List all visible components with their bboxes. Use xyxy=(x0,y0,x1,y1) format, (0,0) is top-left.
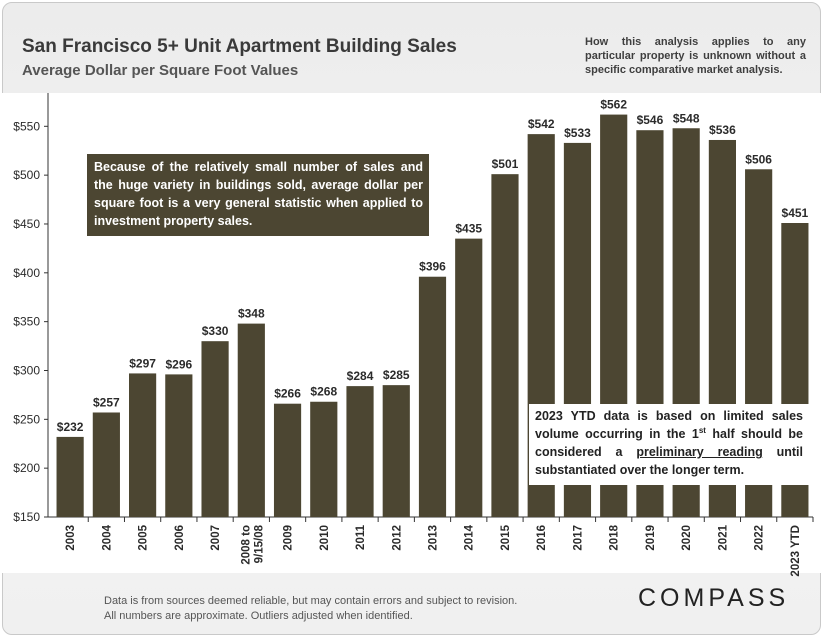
x-tick-label: 2009 xyxy=(283,525,295,551)
data-source-line-1: Data is from sources deemed reliable, bu… xyxy=(104,595,518,607)
bar-value-label: $296 xyxy=(165,357,192,371)
bar-value-label: $396 xyxy=(419,260,446,274)
x-tick-label: 2005 xyxy=(138,524,150,550)
x-tick-label: 2018 xyxy=(609,524,621,550)
x-tick-label: 2010 xyxy=(319,525,331,551)
x-tick-label: 2011 xyxy=(355,524,367,550)
bar-value-label: $435 xyxy=(455,222,482,236)
ytd-callout-superscript: st xyxy=(698,425,706,435)
bar-value-label: $562 xyxy=(600,98,627,112)
bar xyxy=(56,436,84,517)
bar xyxy=(491,174,519,518)
bar-value-label: $533 xyxy=(564,126,591,140)
bar-value-label: $257 xyxy=(93,395,120,409)
bar xyxy=(92,412,120,517)
ytd-callout-text-3: until substantiated over the longer term… xyxy=(535,445,804,477)
bar-value-label: $546 xyxy=(637,113,664,127)
statistic-callout: Because of the relatively small number o… xyxy=(87,154,429,236)
bar-value-label: $506 xyxy=(745,152,772,166)
bar-value-label: $268 xyxy=(310,385,337,399)
bar-value-label: $266 xyxy=(274,387,301,401)
x-tick-label: 2012 xyxy=(391,525,403,551)
ytd-callout-underlined: preliminary reading xyxy=(636,445,763,459)
bar xyxy=(129,373,157,517)
y-tick-label: $300 xyxy=(13,363,40,377)
x-tick-label: 2023 YTD xyxy=(790,525,802,577)
bar-value-label: $501 xyxy=(492,157,519,171)
x-tick-label: 2014 xyxy=(464,524,476,550)
x-tick-label: 2008 to9/15/08 xyxy=(240,524,265,564)
analysis-disclaimer: How this analysis applies to any particu… xyxy=(585,36,806,76)
x-tick-label: 2006 xyxy=(174,525,186,551)
x-tick-label: 2013 xyxy=(428,525,440,551)
ytd-callout-text-2: half should be considered a xyxy=(535,427,803,459)
x-tick-label: 2003 xyxy=(65,525,77,551)
x-tick-label: 2004 xyxy=(101,524,113,550)
bar-value-label: $297 xyxy=(129,356,156,370)
ytd-callout-text-1: 2023 YTD data is based on limited sales … xyxy=(535,409,803,441)
bar-value-label: $536 xyxy=(709,123,736,137)
y-tick-label: $450 xyxy=(13,217,40,231)
x-tick-label: 2021 xyxy=(717,524,729,550)
y-tick-label: $150 xyxy=(13,510,40,524)
chart-subtitle: Average Dollar per Square Foot Values xyxy=(22,62,299,79)
compass-logo: COMPASS xyxy=(638,584,790,612)
bar-value-label: $542 xyxy=(528,117,555,131)
x-tick-label: 2007 xyxy=(210,525,222,551)
bar-value-label: $284 xyxy=(347,369,374,383)
bar-value-label: $285 xyxy=(383,368,410,382)
bar xyxy=(201,341,229,517)
bar xyxy=(418,276,447,517)
y-tick-label: $400 xyxy=(13,266,40,280)
x-tick-label: 2019 xyxy=(645,525,657,551)
y-tick-label: $200 xyxy=(13,461,40,475)
bar xyxy=(237,323,265,517)
x-tick-label: 2020 xyxy=(681,525,693,551)
x-tick-label: 2017 xyxy=(572,525,584,551)
ytd-callout: 2023 YTD data is based on limited sales … xyxy=(529,404,809,485)
bar-value-label: $548 xyxy=(673,111,700,125)
bar xyxy=(273,403,302,517)
y-tick-label: $350 xyxy=(13,315,40,329)
bar-value-label: $451 xyxy=(782,206,809,220)
x-tick-label: 2022 xyxy=(754,525,766,551)
bar xyxy=(346,386,374,517)
y-tick-label: $250 xyxy=(13,412,40,426)
data-source-line-2: All numbers are approximate. Outliers ad… xyxy=(104,610,413,622)
bar xyxy=(455,238,483,517)
bar xyxy=(165,374,193,517)
data-source-note: Data is from sources deemed reliable, bu… xyxy=(104,594,517,624)
x-tick-label: 2016 xyxy=(536,525,548,551)
bar xyxy=(310,401,338,517)
x-tick-label: 2015 xyxy=(500,524,512,550)
bar xyxy=(382,385,410,517)
bar-value-label: $348 xyxy=(238,307,265,321)
y-tick-label: $500 xyxy=(13,168,40,182)
chart-title: San Francisco 5+ Unit Apartment Building… xyxy=(22,36,457,57)
bar-value-label: $330 xyxy=(202,324,229,338)
y-tick-label: $550 xyxy=(13,119,40,133)
bar-value-label: $232 xyxy=(57,420,84,434)
